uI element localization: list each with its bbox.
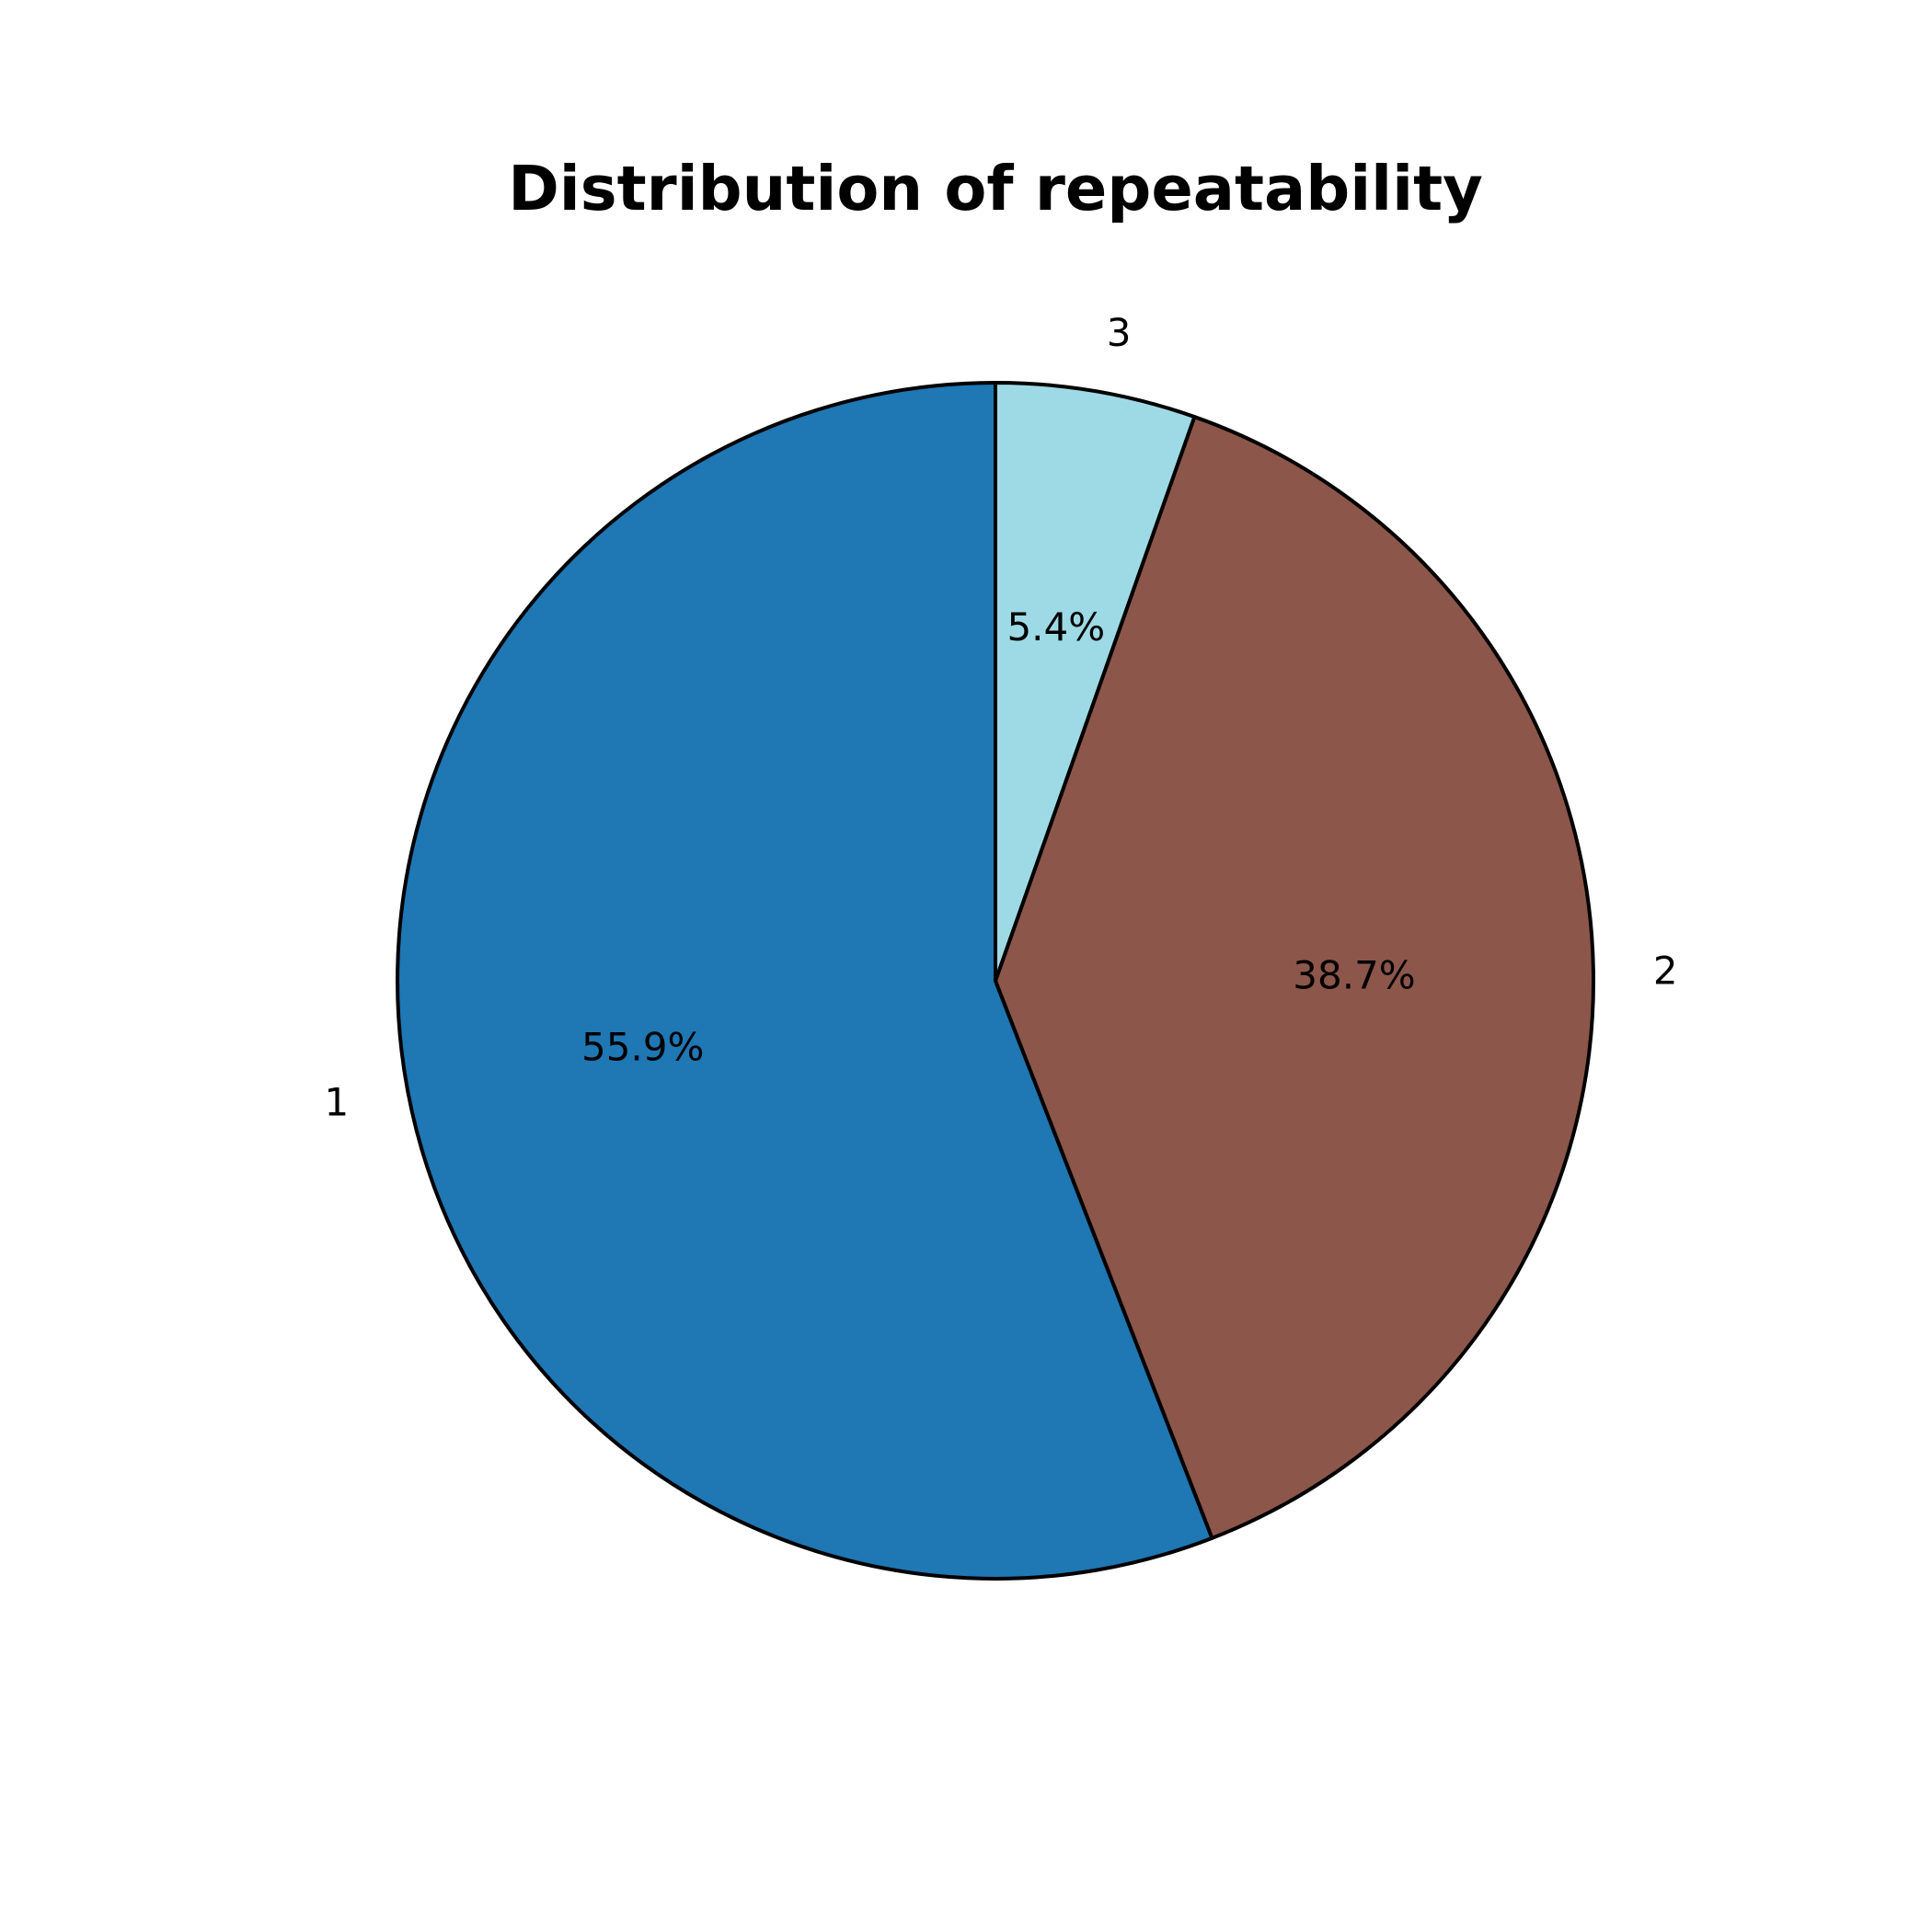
pie-slices bbox=[396, 381, 1595, 1581]
slice-percent-label-1: 55.9% bbox=[581, 1024, 704, 1069]
pie-slice-3 bbox=[994, 381, 1197, 983]
slice-percent-label-3: 5.4% bbox=[1006, 604, 1105, 650]
slice-category-label-1: 1 bbox=[324, 1079, 349, 1124]
pie-slice-2 bbox=[994, 415, 1595, 1540]
slice-category-label-2: 2 bbox=[1653, 948, 1678, 993]
pie-slice-1 bbox=[396, 381, 1214, 1581]
pie-labels: 55.9% 1 38.7% 2 5.4% 3 bbox=[324, 310, 1677, 1125]
slice-percent-label-2: 38.7% bbox=[1293, 952, 1415, 997]
chart-title: Distribution of repeatability bbox=[508, 153, 1483, 224]
slice-category-label-3: 3 bbox=[1107, 310, 1132, 355]
